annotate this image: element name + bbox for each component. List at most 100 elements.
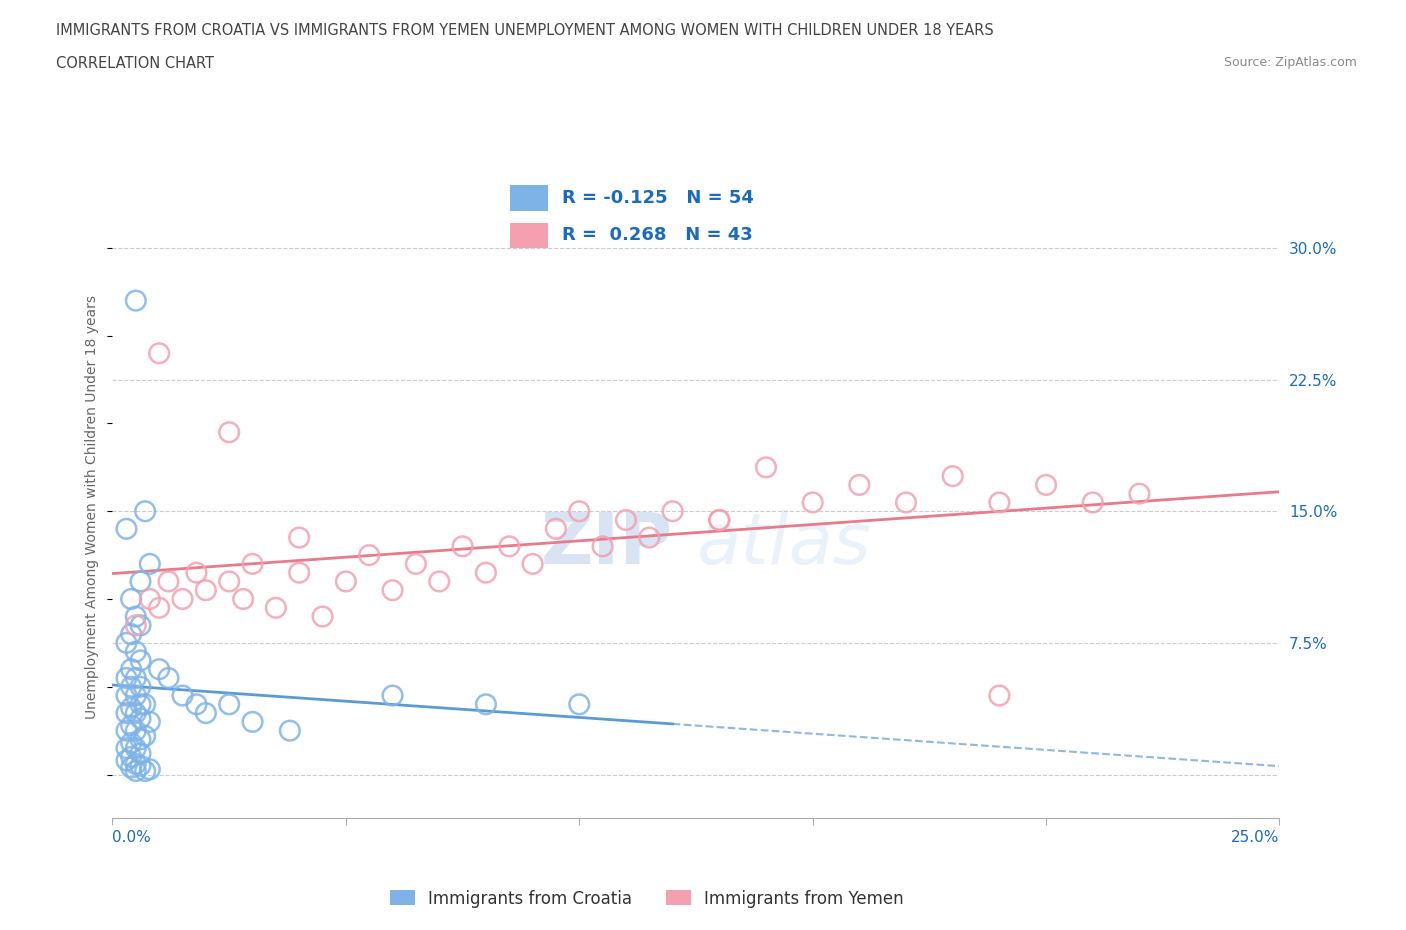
- Point: [134, 728, 156, 743]
- Point: [381, 688, 404, 703]
- Point: [709, 512, 731, 527]
- Point: [232, 591, 254, 606]
- Point: [134, 764, 156, 778]
- Point: [115, 522, 138, 537]
- Text: IMMIGRANTS FROM CROATIA VS IMMIGRANTS FROM YEMEN UNEMPLOYMENT AMONG WOMEN WITH C: IMMIGRANTS FROM CROATIA VS IMMIGRANTS FR…: [56, 23, 994, 38]
- Point: [218, 697, 240, 711]
- Point: [134, 504, 156, 519]
- Point: [120, 679, 142, 694]
- Point: [115, 753, 138, 768]
- Point: [129, 679, 152, 694]
- Point: [475, 697, 498, 711]
- Point: [125, 671, 148, 685]
- Point: [139, 556, 162, 571]
- Point: [801, 495, 824, 510]
- Point: [129, 618, 152, 632]
- Point: [120, 591, 142, 606]
- Point: [125, 644, 148, 659]
- Point: [475, 565, 498, 580]
- Point: [120, 736, 142, 751]
- Point: [125, 756, 148, 771]
- Text: 0.0%: 0.0%: [112, 830, 152, 844]
- Point: [148, 346, 170, 361]
- Point: [148, 601, 170, 616]
- Point: [129, 732, 152, 747]
- Bar: [510, 222, 547, 248]
- Point: [311, 609, 333, 624]
- Point: [1128, 486, 1150, 501]
- Point: [568, 504, 591, 519]
- Point: [381, 583, 404, 598]
- Point: [120, 718, 142, 733]
- Text: R =  0.268   N = 43: R = 0.268 N = 43: [562, 226, 754, 245]
- Point: [498, 538, 520, 553]
- Point: [218, 574, 240, 589]
- Point: [988, 495, 1011, 510]
- Point: [288, 530, 311, 545]
- Point: [129, 711, 152, 725]
- Point: [115, 741, 138, 756]
- Text: ZIP: ZIP: [540, 510, 672, 578]
- Point: [568, 697, 591, 711]
- Point: [120, 662, 142, 677]
- Point: [115, 688, 138, 703]
- Point: [194, 583, 217, 598]
- Point: [242, 714, 264, 729]
- Point: [264, 601, 287, 616]
- Text: 25.0%: 25.0%: [1232, 830, 1279, 844]
- Point: [894, 495, 917, 510]
- Point: [186, 697, 208, 711]
- Point: [1081, 495, 1104, 510]
- Point: [172, 591, 194, 606]
- Point: [427, 574, 450, 589]
- Point: [125, 724, 148, 738]
- Point: [115, 706, 138, 721]
- Point: [661, 504, 683, 519]
- Point: [638, 530, 661, 545]
- Point: [120, 760, 142, 775]
- Point: [172, 688, 194, 703]
- Point: [405, 556, 427, 571]
- Point: [129, 653, 152, 668]
- Point: [614, 512, 637, 527]
- Text: CORRELATION CHART: CORRELATION CHART: [56, 56, 214, 71]
- Point: [125, 609, 148, 624]
- Point: [157, 671, 180, 685]
- Point: [120, 750, 142, 764]
- Point: [359, 548, 381, 563]
- Point: [129, 574, 152, 589]
- Point: [755, 460, 778, 475]
- Point: [139, 591, 162, 606]
- Point: [288, 565, 311, 580]
- Point: [125, 741, 148, 756]
- Y-axis label: Unemployment Among Women with Children Under 18 years: Unemployment Among Women with Children U…: [86, 295, 100, 719]
- Point: [129, 746, 152, 761]
- Text: Source: ZipAtlas.com: Source: ZipAtlas.com: [1223, 56, 1357, 69]
- Point: [148, 662, 170, 677]
- Legend: Immigrants from Croatia, Immigrants from Yemen: Immigrants from Croatia, Immigrants from…: [384, 883, 910, 914]
- Point: [848, 477, 870, 492]
- Point: [242, 556, 264, 571]
- Point: [1035, 477, 1057, 492]
- Point: [194, 706, 217, 721]
- Point: [129, 697, 152, 711]
- Point: [522, 556, 544, 571]
- Point: [115, 671, 138, 685]
- Point: [592, 538, 614, 553]
- Point: [157, 574, 180, 589]
- Point: [120, 627, 142, 642]
- Point: [278, 724, 301, 738]
- Point: [544, 522, 567, 537]
- Point: [115, 635, 138, 650]
- Text: R = -0.125   N = 54: R = -0.125 N = 54: [562, 189, 755, 207]
- Point: [218, 425, 240, 440]
- Point: [942, 469, 965, 484]
- Point: [120, 700, 142, 715]
- Point: [125, 764, 148, 778]
- Point: [139, 762, 162, 777]
- Point: [988, 688, 1011, 703]
- Point: [125, 618, 148, 632]
- Point: [186, 565, 208, 580]
- Text: atlas: atlas: [696, 510, 870, 578]
- Point: [451, 538, 474, 553]
